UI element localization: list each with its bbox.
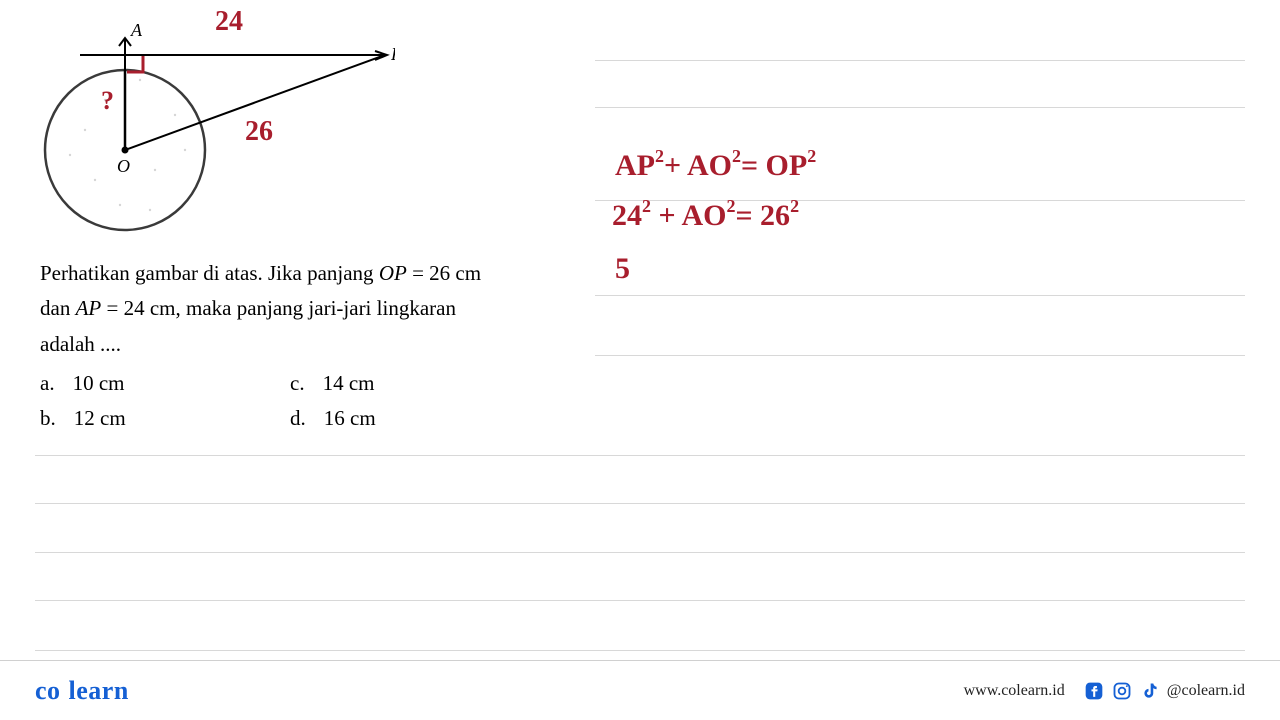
var-ap: AP bbox=[76, 296, 102, 320]
footer: colearn www.colearn.id @colearn.id bbox=[0, 660, 1280, 720]
var-op: OP bbox=[379, 261, 407, 285]
option-a-letter: a. bbox=[40, 366, 55, 401]
options: a. 10 cm c. 14 cm b. 12 cm d. 16 cm bbox=[40, 366, 580, 437]
option-d: d. 16 cm bbox=[290, 401, 540, 436]
social-icons: @colearn.id bbox=[1083, 680, 1245, 702]
option-a-value: 10 cm bbox=[73, 366, 125, 401]
facebook-icon bbox=[1083, 680, 1105, 702]
geometry-diagram: A P O 24 26 ? bbox=[35, 20, 395, 240]
instagram-icon bbox=[1111, 680, 1133, 702]
annotation-radius: ? bbox=[101, 86, 114, 116]
problem-text: Perhatikan gambar di atas. Jika panjang … bbox=[40, 256, 580, 362]
diagram-svg: A P O bbox=[35, 20, 395, 240]
footer-right: www.colearn.id @colearn.id bbox=[964, 680, 1245, 702]
option-c-value: 14 cm bbox=[323, 366, 375, 401]
option-a: a. 10 cm bbox=[40, 366, 290, 401]
option-b: b. 12 cm bbox=[40, 401, 290, 436]
label-O: O bbox=[117, 156, 130, 176]
option-d-value: 16 cm bbox=[324, 401, 376, 436]
option-d-letter: d. bbox=[290, 401, 306, 436]
center-dot bbox=[122, 147, 129, 154]
logo-part1: co bbox=[35, 676, 61, 705]
logo: colearn bbox=[35, 676, 129, 706]
content-area: A P O 24 26 ? Perhatikan gambar di atas.… bbox=[0, 0, 1280, 720]
problem-line1-pre: Perhatikan gambar di atas. Jika panjang bbox=[40, 261, 379, 285]
footer-url: www.colearn.id bbox=[964, 682, 1065, 700]
problem-line2-pre: dan bbox=[40, 296, 76, 320]
social-handle: @colearn.id bbox=[1167, 682, 1245, 700]
tiktok-icon bbox=[1139, 680, 1161, 702]
problem-line3: adalah .... bbox=[40, 332, 121, 356]
label-P: P bbox=[390, 44, 395, 64]
annotation-op: 26 bbox=[245, 116, 273, 148]
logo-part2: learn bbox=[69, 676, 129, 705]
handwritten-line3: 5 bbox=[615, 252, 630, 286]
annotation-ap: 24 bbox=[215, 6, 243, 38]
handwritten-line2: 242 + AO2= 262 bbox=[612, 198, 799, 233]
handwritten-line1: AP2+ AO2= OP2 bbox=[615, 148, 816, 183]
label-A: A bbox=[130, 20, 143, 40]
option-b-value: 12 cm bbox=[74, 401, 126, 436]
eq1: = 26 cm bbox=[407, 261, 481, 285]
option-c-letter: c. bbox=[290, 366, 305, 401]
option-c: c. 14 cm bbox=[290, 366, 540, 401]
option-b-letter: b. bbox=[40, 401, 56, 436]
eq2: = 24 cm, maka panjang jari-jari lingkara… bbox=[101, 296, 456, 320]
